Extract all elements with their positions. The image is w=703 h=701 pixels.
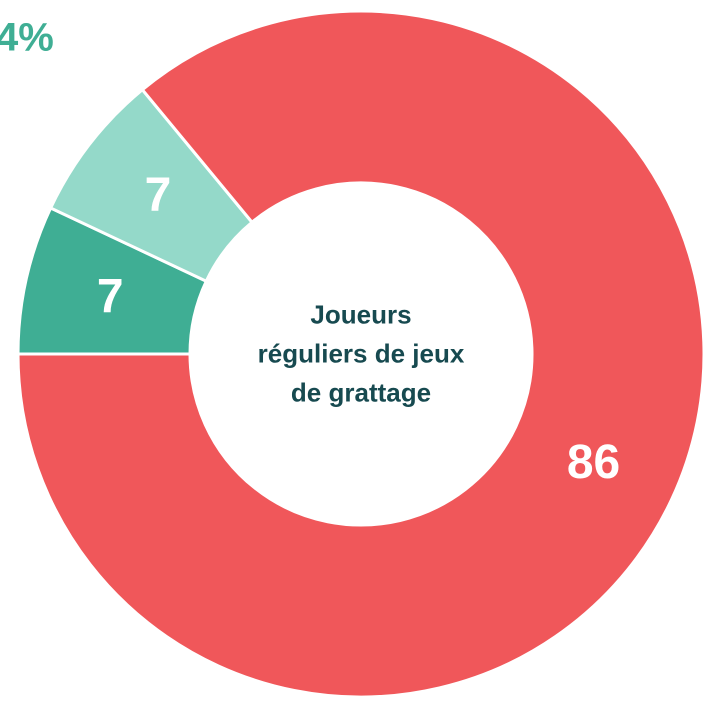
center-title: Joueurs réguliers de jeux de grattage [257,299,465,408]
data-label: 86 [567,436,620,489]
data-label: 7 [145,169,172,222]
annotation: 4% [0,16,54,60]
data-label: 7 [97,271,124,324]
donut-segment [16,9,703,699]
